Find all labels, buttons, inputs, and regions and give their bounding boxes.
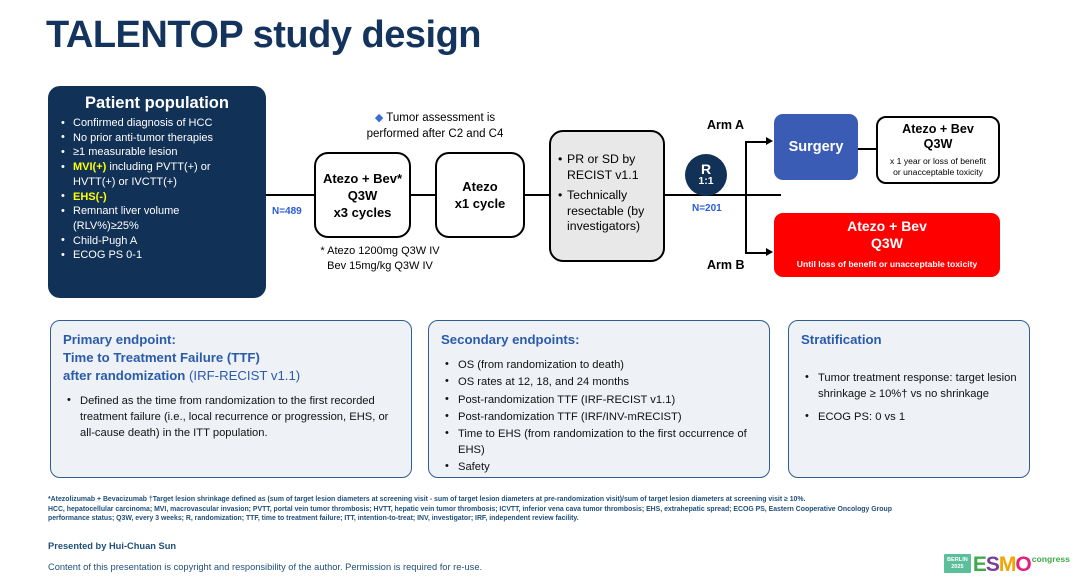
- stratification-heading: Stratification: [801, 332, 882, 347]
- arm-a-label: Arm A: [707, 118, 745, 132]
- list-item: OS rates at 12, 18, and 24 months: [441, 374, 757, 391]
- armb-line-1: Atezo + Bev: [847, 217, 927, 234]
- patient-population-box: Patient population Confirmed diagnosis o…: [48, 86, 266, 298]
- connector-induction-to-atezo: [411, 194, 435, 197]
- presented-by: Presented by Hui-Chuan Sun: [48, 541, 177, 551]
- copyright-notice: Content of this presentation is copyrigh…: [48, 562, 483, 572]
- list-item: Tumor treatment response: target lesion …: [801, 370, 1017, 403]
- connector-arm-a-horizontal: [745, 141, 767, 144]
- patient-population-heading: Patient population: [85, 94, 229, 112]
- criteria-item-resectable: Technically resectable (by investigators…: [558, 188, 644, 235]
- list-item: ≥1 measurable lesion: [58, 145, 256, 159]
- connector-criteria-to-split: [665, 194, 781, 197]
- box-atezo-single-cycle: Atezo x1 cycle: [435, 152, 525, 238]
- n-enrolled-label: N=489: [272, 206, 302, 217]
- secondary-endpoints-heading: Secondary endpoints:: [441, 332, 580, 347]
- randomization-ratio: 1:1: [698, 175, 714, 187]
- randomization-letter: R: [700, 160, 712, 177]
- list-item: Post-randomization TTF (IRF-RECIST v1.1): [441, 392, 757, 409]
- diamond-bullet-icon: ◆: [374, 112, 384, 124]
- criteria-item-response: PR or SD by RECIST v1.1: [558, 152, 639, 183]
- list-item: No prior anti-tumor therapies: [58, 130, 256, 145]
- adjuvant-line-1: Atezo + Bev: [902, 121, 974, 136]
- esmo-congress-logo: BERLIN 2025 ESMO congress: [944, 549, 1070, 575]
- list-item: Remnant liver volume: [58, 204, 256, 218]
- box-resectability-criteria: PR or SD by RECIST v1.1 Technically rese…: [549, 130, 665, 262]
- induction-line-2: Q3W: [347, 187, 378, 203]
- armb-note: Until loss of benefit or unacceptable to…: [796, 258, 978, 269]
- highlight-mvi: MVI(+): [73, 161, 107, 174]
- stratification-list: Tumor treatment response: target lesion …: [801, 370, 1017, 426]
- list-item-continuation: HVTT(+) or IVCTT(+): [73, 175, 177, 188]
- armb-line-2: Q3W: [871, 234, 903, 251]
- berlin-2025-badge: BERLIN 2025: [944, 554, 971, 573]
- panel-primary-endpoint: Primary endpoint: Time to Treatment Fail…: [50, 320, 412, 478]
- randomization-badge: R 1:1: [685, 154, 727, 196]
- congress-word: congress: [1031, 554, 1070, 564]
- primary-endpoint-heading: Primary endpoint: Time to Treatment Fail…: [63, 331, 399, 385]
- primary-head-line-1: Primary endpoint:: [63, 332, 176, 347]
- connector-atezo-to-criteria: [525, 194, 549, 197]
- arrow-arm-a-icon: [766, 137, 773, 145]
- connector-arm-b-horizontal: [745, 252, 767, 255]
- tumor-assessment-note: ◆ Tumor assessment is performed after C2…: [366, 112, 504, 140]
- primary-endpoint-body: Defined as the time from randomization t…: [63, 393, 399, 441]
- dose-footnote: * Atezo 1200mg Q3W IV Bev 15mg/kg Q3W IV: [300, 244, 460, 273]
- list-item: Child-Pugh A: [58, 233, 256, 248]
- list-item: Time to EHS (from randomization to the f…: [441, 426, 757, 459]
- connector-population-to-induction: [266, 194, 316, 197]
- primary-endpoint-definition: Defined as the time from randomization t…: [63, 393, 399, 441]
- badge-city: BERLIN: [947, 557, 968, 564]
- list-item: ECOG PS 0-1: [58, 248, 256, 262]
- list-item: Confirmed diagnosis of HCC: [58, 115, 256, 130]
- arrow-arm-b-icon: [766, 248, 773, 256]
- box-adjuvant-therapy: Atezo + Bev Q3W x 1 year or loss of bene…: [876, 116, 1000, 184]
- dose-bev: Bev 15mg/kg Q3W IV: [327, 259, 433, 272]
- list-item: EHS(-): [58, 189, 256, 204]
- n-randomized-label: N=201: [692, 203, 722, 214]
- patient-population-list: Confirmed diagnosis of HCC No prior anti…: [58, 115, 256, 263]
- box-induction-therapy: Atezo + Bev* Q3W x3 cycles: [314, 152, 411, 238]
- badge-year: 2025: [951, 563, 964, 570]
- box-arm-b-therapy: Atezo + Bev Q3W Until loss of benefit or…: [774, 213, 1000, 277]
- list-item: MVI(+) including PVTT(+) or: [58, 160, 256, 174]
- box-surgery: Surgery: [774, 114, 858, 180]
- connector-split-vertical: [745, 141, 748, 254]
- footnote-line-2: HCC, hepatocellular carcinoma; MVI, macr…: [48, 505, 892, 513]
- highlight-ehs: EHS(-): [73, 190, 107, 203]
- primary-head-line-2: Time to Treatment Failure (TTF): [63, 350, 260, 365]
- atezo-line-2: x1 cycle: [454, 196, 506, 211]
- primary-head-line-3: after randomization (IRF-RECIST v1.1): [63, 368, 301, 383]
- induction-line-3: x3 cycles: [333, 204, 392, 220]
- list-item-continuation: (RLV%)≥25%: [73, 219, 139, 232]
- list-item: Safety: [441, 459, 757, 476]
- panel-secondary-endpoints: Secondary endpoints: OS (from randomizat…: [428, 320, 770, 478]
- list-item: ECOG PS: 0 vs 1: [801, 409, 1017, 426]
- page-title: TALENTOP study design: [46, 14, 482, 56]
- secondary-endpoints-list: OS (from randomization to death) OS rate…: [441, 357, 757, 476]
- footnote-line-1: *Atezolizumab + Bevacizumab †Target lesi…: [48, 496, 806, 503]
- panel-stratification: Stratification Tumor treatment response:…: [788, 320, 1030, 478]
- atezo-line-1: Atezo: [462, 179, 498, 194]
- footnote-line-3: performance status; Q3W, every 3 weeks; …: [48, 515, 579, 523]
- induction-line-1: Atezo + Bev*: [322, 170, 403, 186]
- adjuvant-note: x 1 year or loss of benefit or unaccepta…: [889, 155, 986, 178]
- surgery-label: Surgery: [788, 139, 844, 155]
- list-item: Post-randomization TTF (IRF/INV-mRECIST): [441, 409, 757, 426]
- arm-b-label: Arm B: [707, 258, 745, 272]
- list-item: OS (from randomization to death): [441, 357, 757, 374]
- connector-surgery-to-adjuvant: [858, 148, 878, 151]
- dose-atezo: * Atezo 1200mg Q3W IV: [320, 245, 440, 257]
- esmo-wordmark: ESMO: [972, 553, 1032, 576]
- adjuvant-line-2: Q3W: [923, 136, 953, 151]
- footnotes: *Atezolizumab + Bevacizumab †Target lesi…: [48, 495, 1048, 524]
